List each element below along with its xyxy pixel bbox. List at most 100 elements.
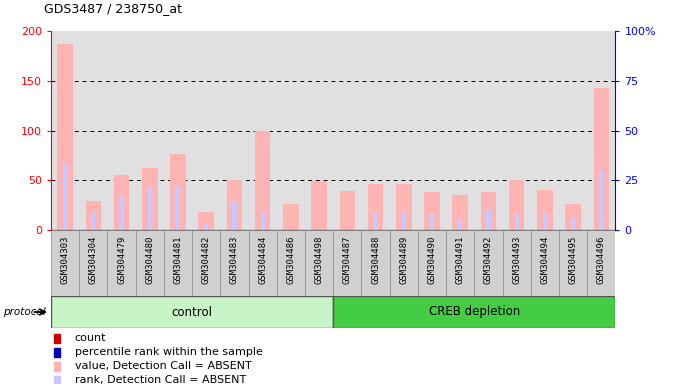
Bar — [311, 182, 327, 230]
Bar — [396, 184, 411, 230]
Bar — [204, 223, 208, 230]
Bar — [446, 31, 474, 230]
Text: GSM304304: GSM304304 — [89, 236, 98, 284]
Bar — [114, 175, 129, 230]
Bar — [63, 162, 67, 230]
Text: GSM304484: GSM304484 — [258, 236, 267, 284]
Text: GSM304480: GSM304480 — [146, 236, 154, 284]
Text: GSM304492: GSM304492 — [484, 236, 493, 284]
Bar — [565, 204, 581, 230]
Bar — [509, 180, 524, 230]
Bar — [91, 212, 95, 230]
Bar — [233, 202, 237, 230]
Text: GSM304494: GSM304494 — [541, 236, 549, 284]
Text: GDS3487 / 238750_at: GDS3487 / 238750_at — [44, 2, 182, 15]
Bar — [587, 31, 615, 230]
Bar — [362, 31, 390, 230]
Bar — [192, 230, 220, 296]
Bar — [474, 230, 503, 296]
Bar — [486, 210, 490, 230]
Bar — [481, 192, 496, 230]
Bar — [120, 195, 124, 230]
Bar — [107, 230, 135, 296]
Text: GSM304493: GSM304493 — [512, 236, 521, 284]
Bar — [475, 31, 503, 230]
Bar — [226, 180, 242, 230]
Text: GSM304479: GSM304479 — [117, 236, 126, 284]
Text: GSM304491: GSM304491 — [456, 236, 464, 284]
Text: GSM304490: GSM304490 — [428, 236, 437, 284]
Bar — [164, 31, 192, 230]
Text: GSM304483: GSM304483 — [230, 236, 239, 284]
Text: GSM304496: GSM304496 — [597, 236, 606, 284]
Bar — [135, 31, 164, 230]
Bar — [305, 31, 333, 230]
Bar — [373, 212, 377, 230]
Bar — [543, 214, 547, 230]
Text: count: count — [75, 333, 106, 343]
Bar — [559, 31, 587, 230]
Bar — [135, 230, 164, 296]
Bar — [277, 31, 305, 230]
Bar — [446, 230, 474, 296]
Bar — [430, 214, 434, 230]
Bar — [599, 170, 603, 230]
Bar — [390, 230, 418, 296]
Bar — [458, 219, 462, 230]
Bar — [305, 230, 333, 296]
Bar — [107, 31, 135, 230]
Text: GSM304482: GSM304482 — [202, 236, 211, 284]
Text: value, Detection Call = ABSENT: value, Detection Call = ABSENT — [75, 361, 252, 371]
Bar — [220, 31, 249, 230]
Bar — [452, 195, 468, 230]
Bar — [537, 190, 553, 230]
Bar — [79, 31, 107, 230]
Bar — [418, 230, 446, 296]
Bar — [277, 230, 305, 296]
Bar — [339, 192, 355, 230]
Bar — [54, 348, 60, 357]
Bar — [54, 376, 60, 384]
Text: GSM304486: GSM304486 — [286, 236, 295, 284]
Bar — [57, 44, 73, 230]
Bar — [86, 202, 101, 230]
Bar — [333, 230, 362, 296]
Bar — [249, 31, 277, 230]
Bar — [530, 31, 559, 230]
Bar — [220, 230, 249, 296]
Text: protocol: protocol — [3, 307, 46, 317]
Bar — [530, 230, 559, 296]
Text: GSM304487: GSM304487 — [343, 236, 352, 284]
Bar — [362, 230, 390, 296]
Bar — [170, 154, 186, 230]
Bar — [142, 169, 158, 230]
Bar — [594, 88, 609, 230]
Text: GSM304488: GSM304488 — [371, 236, 380, 284]
Bar — [79, 230, 107, 296]
Text: GSM304481: GSM304481 — [173, 236, 182, 284]
Bar — [51, 31, 79, 230]
Bar — [255, 131, 271, 230]
Bar — [54, 362, 60, 371]
Bar — [515, 214, 519, 230]
Bar — [260, 212, 265, 230]
Bar — [390, 31, 418, 230]
Text: percentile rank within the sample: percentile rank within the sample — [75, 347, 262, 357]
Bar — [199, 212, 214, 230]
Bar — [418, 31, 446, 230]
Text: GSM304495: GSM304495 — [568, 236, 577, 284]
Bar — [368, 184, 384, 230]
Bar — [503, 31, 530, 230]
Bar — [51, 230, 79, 296]
Bar — [587, 230, 615, 296]
Text: rank, Detection Call = ABSENT: rank, Detection Call = ABSENT — [75, 375, 246, 384]
Text: GSM304303: GSM304303 — [61, 236, 69, 284]
Bar — [249, 230, 277, 296]
Bar — [176, 187, 180, 230]
Bar — [283, 204, 299, 230]
Bar — [571, 218, 575, 230]
Bar — [402, 212, 406, 230]
Bar — [54, 334, 60, 343]
Bar — [148, 187, 152, 230]
Bar — [192, 31, 220, 230]
